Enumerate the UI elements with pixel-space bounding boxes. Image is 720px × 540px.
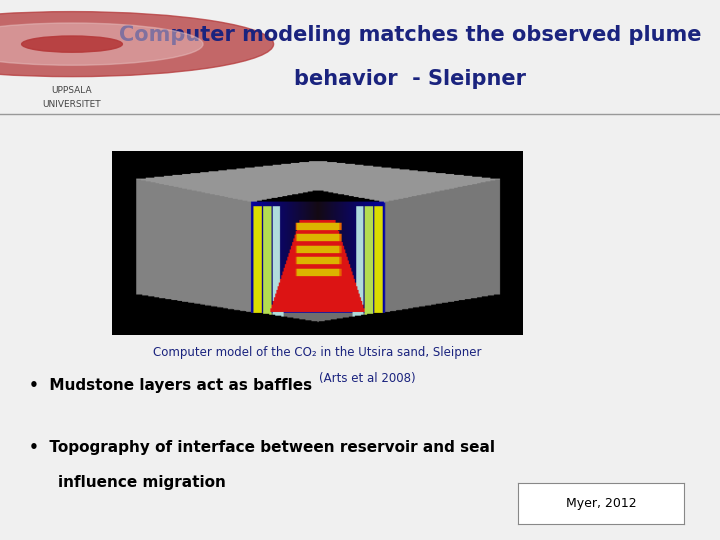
Text: Myer, 2012: Myer, 2012 (566, 497, 636, 510)
Text: (Arts et al 2008): (Arts et al 2008) (319, 372, 415, 384)
Text: •  Topography of interface between reservoir and seal: • Topography of interface between reserv… (29, 440, 495, 455)
Text: UPPSALA: UPPSALA (52, 86, 92, 95)
Circle shape (22, 36, 122, 52)
Text: •  Mudstone layers act as baffles: • Mudstone layers act as baffles (29, 378, 312, 393)
Text: influence migration: influence migration (58, 475, 225, 490)
Circle shape (0, 11, 274, 77)
Circle shape (0, 23, 203, 65)
Text: Computer model of the CO₂ in the Utsira sand, Sleipner: Computer model of the CO₂ in the Utsira … (153, 346, 481, 359)
Text: behavior  - Sleipner: behavior - Sleipner (294, 69, 526, 89)
Text: Computer modeling matches the observed plume: Computer modeling matches the observed p… (119, 25, 702, 45)
Text: UNIVERSITET: UNIVERSITET (42, 100, 102, 109)
